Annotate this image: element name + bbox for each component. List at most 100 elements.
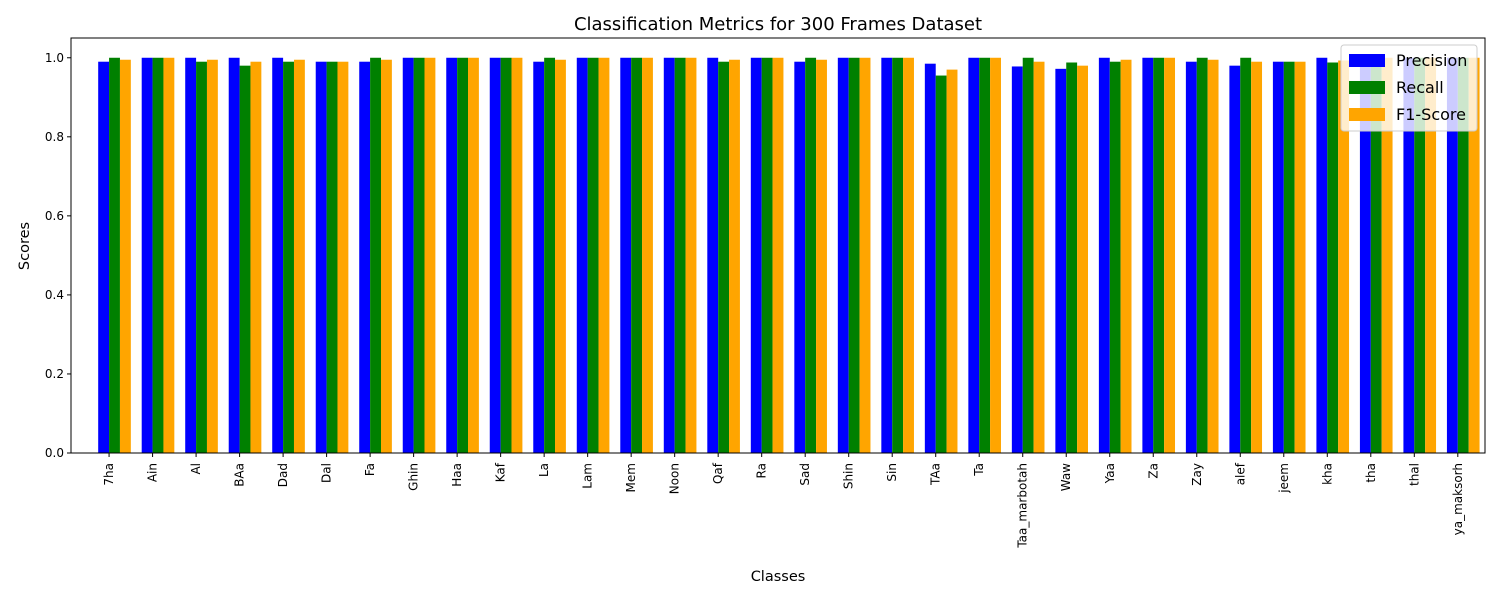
bar-precision-ya_maksorh [1446, 57, 1458, 453]
y-tick-label: 0.2 [45, 367, 64, 381]
bar-recall-Zay [1196, 57, 1208, 453]
bar-f1-score-Sad [816, 59, 827, 454]
x-tick-label: tha [1364, 463, 1378, 483]
x-tick-label: Ra [755, 463, 769, 478]
bar-f1-score-Fa [380, 59, 392, 454]
bar-precision-Zay [1185, 61, 1197, 454]
bar-f1-score-La [555, 59, 566, 454]
bar-recall-Ghin [413, 57, 425, 453]
bar-recall-Sin [892, 57, 904, 453]
bar-precision-Dad [272, 57, 284, 453]
bar-f1-score-alef [1251, 61, 1263, 454]
x-tick-label: Qaf [711, 462, 725, 484]
y-tick-label: 0.0 [45, 446, 64, 460]
bar-recall-Haa [457, 57, 469, 453]
x-tick-label: Al [189, 463, 203, 475]
bar-f1-score-Ain [163, 57, 175, 453]
x-tick-label: alef [1233, 462, 1247, 485]
bar-recall-Taa_marbotah [1022, 57, 1034, 453]
y-axis-ticks: 0.0 0.2 0.4 0.6 0.8 1.0 [45, 51, 71, 460]
x-tick-label: Fa [363, 463, 377, 476]
bar-recall-thal [1414, 57, 1426, 453]
bar-precision-Waw [1055, 68, 1067, 453]
bar-precision-Al [185, 57, 197, 453]
bar-f1-score-Shin [859, 57, 871, 453]
bar-f1-score-TAa [946, 69, 958, 454]
bar-precision-Za [1142, 57, 1154, 453]
bar-precision-Ra [750, 57, 762, 453]
x-tick-label: Za [1146, 463, 1160, 479]
bar-f1-score-BAa [250, 61, 262, 454]
x-axis-title: Classes [751, 569, 806, 585]
bar-precision-Mem [620, 57, 632, 453]
bar-recall-kha [1327, 62, 1339, 453]
bar-f1-score-Lam [598, 57, 610, 453]
bar-f1-score-Qaf [729, 59, 740, 454]
bar-precision-Noon [663, 57, 675, 453]
bar-precision-tha [1359, 57, 1371, 453]
x-tick-label: Noon [668, 463, 682, 494]
bar-precision-Ghin [402, 57, 414, 453]
y-tick-label: 1.0 [45, 51, 64, 65]
bar-precision-Dal [315, 61, 327, 454]
bar-precision-Yaa [1098, 57, 1110, 453]
bar-precision-Qaf [707, 57, 719, 453]
bar-recall-Yaa [1109, 61, 1121, 454]
bar-precision-Ain [141, 57, 153, 453]
x-tick-label: jeem [1277, 463, 1291, 494]
y-tick-label: 0.4 [45, 288, 64, 302]
x-tick-label: Waw [1059, 463, 1073, 491]
bar-f1-score-thal [1425, 57, 1437, 453]
y-axis-title: Scores [17, 222, 33, 270]
bar-recall-BAa [239, 65, 251, 454]
y-tick-label: 0.8 [45, 130, 64, 144]
bar-precision-alef [1229, 65, 1241, 454]
bar-f1-score-ya_maksorh [1468, 57, 1480, 453]
bar-recall-Kaf [500, 57, 512, 453]
bar-f1-score-kha [1338, 60, 1350, 453]
x-tick-label: thal [1407, 463, 1421, 486]
bar-f1-score-Ghin [424, 57, 436, 453]
bar-recall-Waw [1066, 62, 1078, 453]
bar-recall-Shin [848, 57, 860, 453]
bar-recall-jeem [1283, 61, 1295, 454]
bar-recall-7ha [109, 57, 120, 453]
bar-precision-Haa [446, 57, 458, 453]
x-tick-label: Dad [276, 463, 290, 487]
legend-swatch-precision [1349, 54, 1385, 67]
bar-recall-Fa [370, 57, 381, 453]
x-tick-label: 7ha [102, 463, 116, 486]
x-tick-label: Yaa [1103, 463, 1117, 484]
x-tick-label: Zay [1190, 463, 1204, 486]
x-tick-label: ya_maksorh [1451, 463, 1465, 535]
bar-precision-jeem [1272, 61, 1284, 454]
bar-f1-score-7ha [119, 59, 131, 454]
x-tick-label: Dal [320, 463, 334, 483]
bar-recall-Sad [805, 57, 817, 453]
x-tick-label: Ain [146, 463, 160, 482]
legend-label-f1-score: F1-Score [1396, 105, 1466, 124]
x-tick-label: BAa [233, 463, 247, 487]
bar-precision-La [533, 61, 545, 454]
bar-recall-tha [1370, 57, 1382, 453]
bar-precision-7ha [98, 61, 110, 454]
bar-recall-Noon [674, 57, 686, 453]
bar-recall-Mem [631, 57, 643, 453]
bar-f1-score-Dal [337, 61, 349, 454]
bar-recall-Ain [152, 57, 164, 453]
y-tick-label: 0.6 [45, 209, 64, 223]
bar-recall-Dad [283, 61, 294, 454]
bar-f1-score-Al [206, 59, 218, 454]
bar-precision-Shin [837, 57, 849, 453]
bar-precision-BAa [228, 57, 240, 453]
bar-recall-Za [1153, 57, 1165, 453]
bar-f1-score-Ta [990, 57, 1001, 453]
bar-f1-score-Ra [772, 57, 784, 453]
x-tick-label: Haa [450, 463, 464, 487]
x-tick-label: Taa_marbotah [1016, 463, 1030, 549]
bar-precision-Lam [576, 57, 588, 453]
bar-f1-score-tha [1381, 57, 1393, 453]
bar-precision-kha [1316, 57, 1328, 453]
x-tick-label: Kaf [494, 462, 508, 482]
